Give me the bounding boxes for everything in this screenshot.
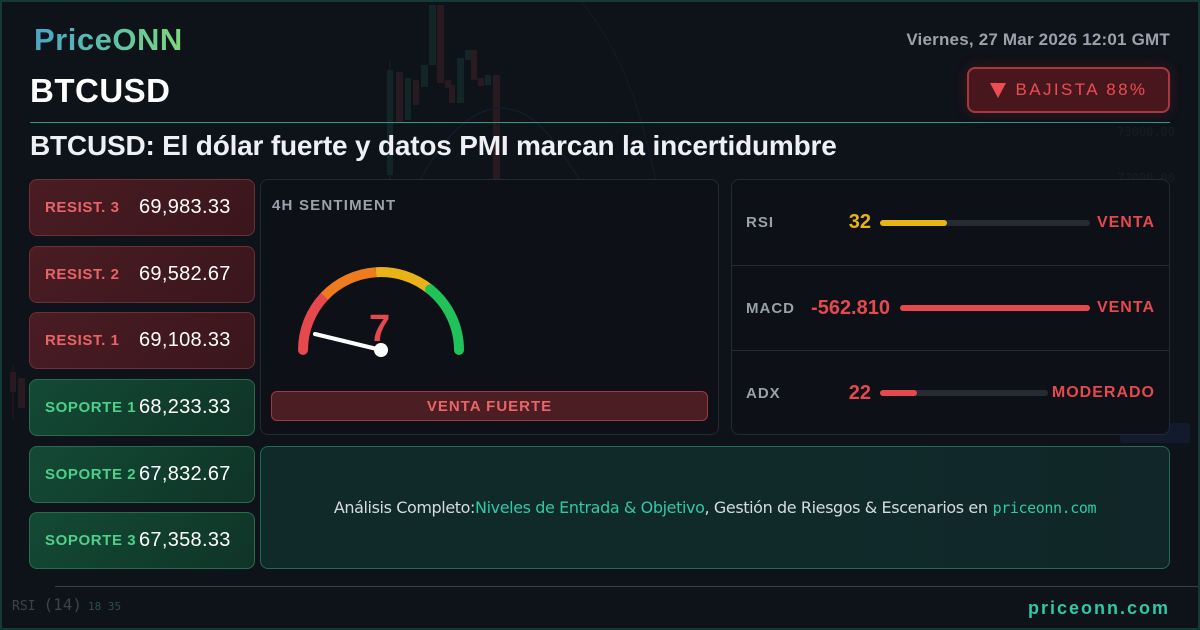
level-value: 67,832.67 [139,462,231,485]
cta-highlight: Niveles de Entrada & Objetivo [475,498,705,517]
indicator-name: ADX [746,384,781,402]
level-label: RESIST. 1 [45,332,120,350]
level-label: SOPORTE 1 [45,399,137,417]
indicator-row-adx: ADX 22 MODERADO [732,350,1169,435]
indicator-row-rsi: RSI 32 VENTA [732,180,1169,265]
rsi-values: 18 35 [88,600,122,613]
gauge-needle [313,332,383,352]
sentiment-verdict: VENTA FUERTE [271,391,708,421]
full-analysis-cta[interactable]: Análisis Completo: Niveles de Entrada & … [260,446,1170,569]
headline: BTCUSD: El dólar fuerte y datos PMI marc… [30,130,837,161]
level-label: RESIST. 3 [45,199,120,216]
footer-site-link[interactable]: priceonn.com [1027,598,1170,618]
level-value: 69,108.33 [139,329,231,352]
sentiment-panel: 4H SENTIMENT 7 VENTA FUERTE [260,179,719,435]
priceonn-logo: PriceONN [34,22,183,57]
level-label: RESIST. 2 [45,265,120,283]
level-resistance-3: RESIST. 3 69,983.33 [29,179,255,236]
indicator-bar [880,390,1048,396]
level-support-3: SOPORTE 3 67,358.33 [29,512,255,570]
sentiment-gauge [298,267,464,357]
levels-list: RESIST. 3 69,983.33 RESIST. 2 69,582.67 … [29,179,255,579]
level-support-2: SOPORTE 2 67,832.67 [29,445,255,503]
bias-badge-label: BAJISTA 88% [1015,80,1148,99]
bias-badge: BAJISTA 88% [967,67,1170,113]
datetime: Viernes, 27 Mar 2026 12:01 GMT [906,30,1170,49]
header-divider [30,122,1170,123]
indicators-panel: RSI 32 VENTA MACD -562.810 VENTA ADX 22 … [731,179,1170,435]
indicator-bar [880,219,1090,226]
level-label: SOPORTE 2 [45,465,137,483]
background-rsi-label: RSI (14) 18 35 [12,595,121,614]
indicator-row-macd: MACD -562.810 VENTA [732,265,1169,350]
rsi-label-text: RSI [12,599,36,614]
indicator-value: -562.810 [811,296,890,319]
level-support-1: SOPORTE 1 68,233.33 [29,379,255,437]
svg-text:73000.00: 73000.00 [1117,125,1175,139]
level-value: 67,358.33 [139,529,231,552]
cta-prefix: Análisis Completo: [333,498,476,517]
indicator-signal: VENTA [1096,299,1155,316]
level-resistance-1: RESIST. 1 69,108.33 [29,312,255,370]
indicator-name: MACD [746,299,795,317]
gauge-hub [374,343,388,357]
rsi-period: (14) [43,595,83,614]
indicator-value: 22 [848,381,871,404]
sentiment-score: 7 [369,308,391,350]
indicator-bar [900,305,1090,311]
indicator-signal: VENTA [1096,213,1155,231]
indicator-value: 32 [848,211,871,233]
level-resistance-2: RESIST. 2 69,582.67 [29,245,255,303]
footer-divider [55,586,1200,587]
sentiment-title: 4H SENTIMENT [272,197,397,214]
level-value: 69,983.33 [139,196,231,218]
symbol-title: BTCUSD [30,72,171,109]
indicator-signal: MODERADO [1051,384,1155,401]
level-value: 68,233.33 [139,396,231,419]
cta-middle: , Gestión de Riesgos & Escenarios en [704,498,988,517]
triangle-down-icon [989,82,1006,98]
level-value: 69,582.67 [139,262,231,285]
cta-site-link[interactable]: priceonn.com [992,498,1097,517]
level-label: SOPORTE 3 [45,532,137,550]
indicator-name: RSI [746,214,775,231]
